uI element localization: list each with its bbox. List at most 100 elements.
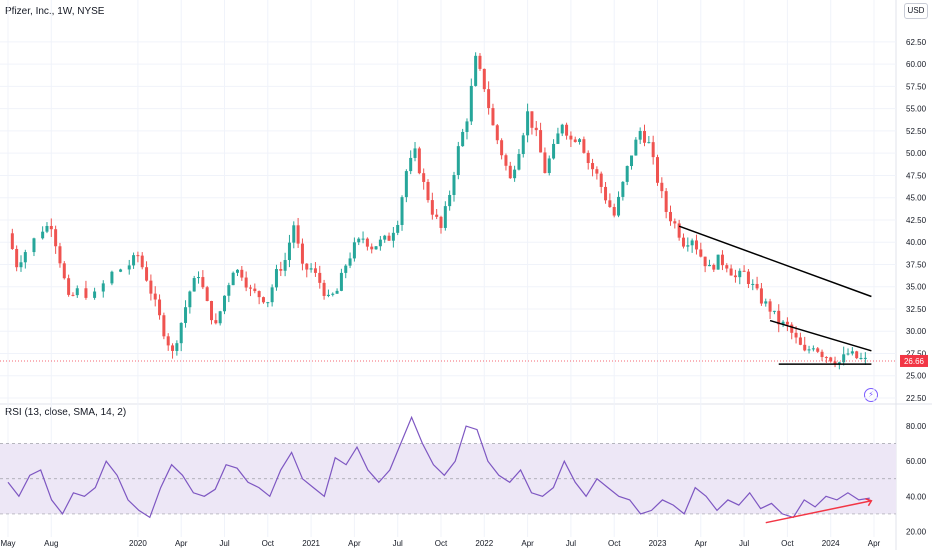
candle-body — [352, 242, 356, 259]
candle-body — [10, 233, 14, 249]
candle-body — [184, 307, 188, 323]
candle-body — [41, 231, 45, 239]
candle-body — [807, 349, 811, 351]
rsi-line — [7, 415, 870, 519]
candle-body — [699, 249, 703, 257]
candle-body — [19, 262, 23, 268]
candle-body — [75, 288, 79, 296]
time-tick-label-15: Apr — [695, 539, 708, 548]
candle-body — [508, 165, 512, 179]
candle-body — [23, 252, 27, 263]
candle-body — [391, 232, 395, 241]
candle-body — [257, 291, 261, 298]
candle-body — [643, 130, 647, 143]
candle-body — [335, 290, 339, 294]
candle-body — [504, 155, 508, 166]
candle-body — [725, 265, 729, 269]
time-tick-label-19: Apr — [868, 539, 881, 548]
candle-body — [777, 310, 781, 325]
candle-body — [742, 270, 746, 272]
candle-body — [552, 143, 556, 159]
price-tick-label-11: 50.00 — [906, 149, 927, 158]
candle-body — [859, 357, 863, 359]
time-tick-label-16: Jul — [739, 539, 749, 548]
time-tick-label-18: 2024 — [822, 539, 840, 548]
candle-body — [158, 299, 162, 316]
candle-body — [664, 191, 668, 212]
candle-body — [62, 263, 66, 279]
candle-body — [54, 229, 58, 247]
candle-body — [374, 246, 378, 250]
candle-body — [712, 264, 716, 270]
candle-body — [456, 146, 460, 176]
candle-body — [400, 197, 404, 225]
candle-body — [638, 130, 642, 140]
time-tick-label-7: Apr — [348, 539, 361, 548]
candle-body — [781, 321, 785, 325]
candle-body — [119, 269, 123, 272]
lightning-icon[interactable]: ⚡ — [864, 388, 878, 402]
candle-body — [842, 354, 846, 363]
candle-body — [270, 287, 274, 303]
candle-body — [768, 301, 772, 312]
candle-body — [677, 223, 681, 238]
candle-body — [604, 186, 608, 201]
price-trendline-0 — [678, 225, 872, 298]
time-tick-label-11: Apr — [521, 539, 534, 548]
candle-body — [166, 336, 170, 346]
candle-body — [794, 332, 798, 338]
candle-body — [439, 216, 443, 228]
candle-body — [110, 271, 114, 284]
candle-body — [707, 264, 711, 267]
candle-body — [348, 258, 352, 266]
time-tick-label-6: 2021 — [302, 539, 320, 548]
candle-body — [803, 344, 807, 351]
candle-body — [534, 127, 538, 131]
time-tick-label-9: Oct — [435, 539, 448, 548]
candle-body — [673, 221, 677, 224]
candle-body — [409, 157, 413, 172]
candle-body — [746, 271, 750, 284]
candle-body — [560, 124, 564, 134]
candle-body — [595, 169, 599, 174]
candle-body — [188, 291, 192, 308]
candle-body — [49, 225, 53, 230]
candle-body — [634, 139, 638, 156]
candle-body — [482, 68, 486, 90]
candle-body — [318, 272, 322, 283]
candle-body — [387, 235, 391, 241]
candle-body — [846, 353, 850, 355]
candle-body — [599, 173, 603, 187]
candle-body — [521, 135, 525, 155]
candle-body — [300, 243, 304, 264]
candle-body — [205, 287, 209, 301]
candle-body — [539, 130, 543, 153]
candle-body — [573, 139, 577, 142]
candle-body — [240, 269, 244, 278]
candle-body — [132, 255, 136, 266]
candle-body — [84, 288, 88, 298]
candle-body — [179, 322, 183, 344]
candle-body — [383, 235, 387, 240]
candle-body — [656, 157, 659, 183]
currency-badge[interactable]: USD — [904, 3, 928, 19]
candle-body — [729, 268, 733, 276]
candle-body — [279, 269, 283, 271]
candle-body — [71, 294, 75, 296]
price-tick-label-14: 57.50 — [906, 82, 927, 91]
candle-body — [214, 320, 218, 324]
chart-title: Pfizer, Inc., 1W, NYSE — [5, 6, 105, 17]
price-tick-label-13: 55.00 — [906, 105, 927, 114]
candle-body — [811, 348, 815, 350]
candle-body — [344, 265, 348, 273]
candle-body — [547, 158, 551, 174]
candle-body — [192, 278, 196, 292]
candle-body — [755, 283, 759, 289]
candle-body — [378, 239, 382, 247]
candle-body — [759, 288, 763, 304]
last-price-label: 26.66 — [904, 357, 925, 366]
candle-body — [67, 278, 71, 295]
time-tick-label-17: Oct — [781, 539, 794, 548]
candle-body — [430, 200, 434, 215]
